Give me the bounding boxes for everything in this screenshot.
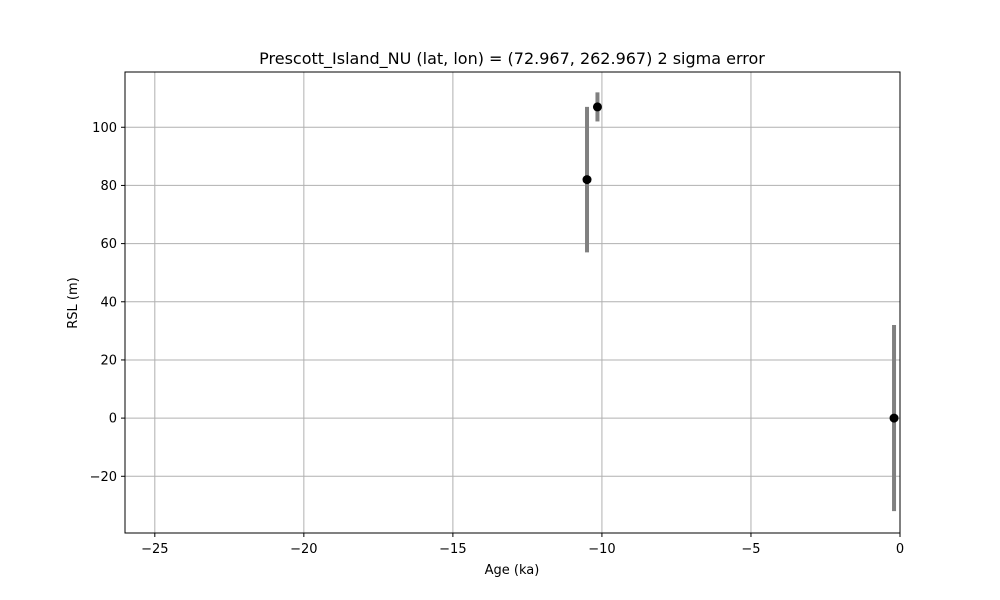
y-tick-label: 100: [92, 121, 117, 136]
y-tick-label: 60: [100, 237, 117, 252]
x-tick-label: 0: [896, 542, 904, 557]
x-tick-label: −5: [741, 542, 760, 557]
x-tick-label: −25: [141, 542, 168, 557]
y-tick-label: 20: [100, 353, 117, 368]
chart-title: Prescott_Island_NU (lat, lon) = (72.967,…: [259, 49, 765, 69]
y-tick-label: 40: [100, 295, 117, 310]
grid: [125, 72, 901, 533]
x-tick-label: −20: [290, 542, 317, 557]
y-axis-label: RSL (m): [66, 277, 81, 328]
x-tick-label: −15: [439, 542, 466, 557]
y-axis-ticks: −20 0 20 40 60 80 100: [90, 121, 125, 485]
y-tick-label: −20: [90, 470, 117, 485]
x-tick-label: −10: [588, 542, 615, 557]
data-points: [582, 102, 899, 423]
y-tick-label: 0: [109, 412, 117, 427]
data-point: [889, 413, 899, 423]
data-point: [592, 102, 602, 112]
plot-frame: [124, 71, 901, 534]
y-tick-label: 80: [100, 179, 117, 194]
x-axis-ticks: −25 −20 −15 −10 −5 0: [141, 533, 904, 557]
x-axis-label: Age (ka): [485, 563, 540, 578]
data-point: [582, 175, 592, 185]
